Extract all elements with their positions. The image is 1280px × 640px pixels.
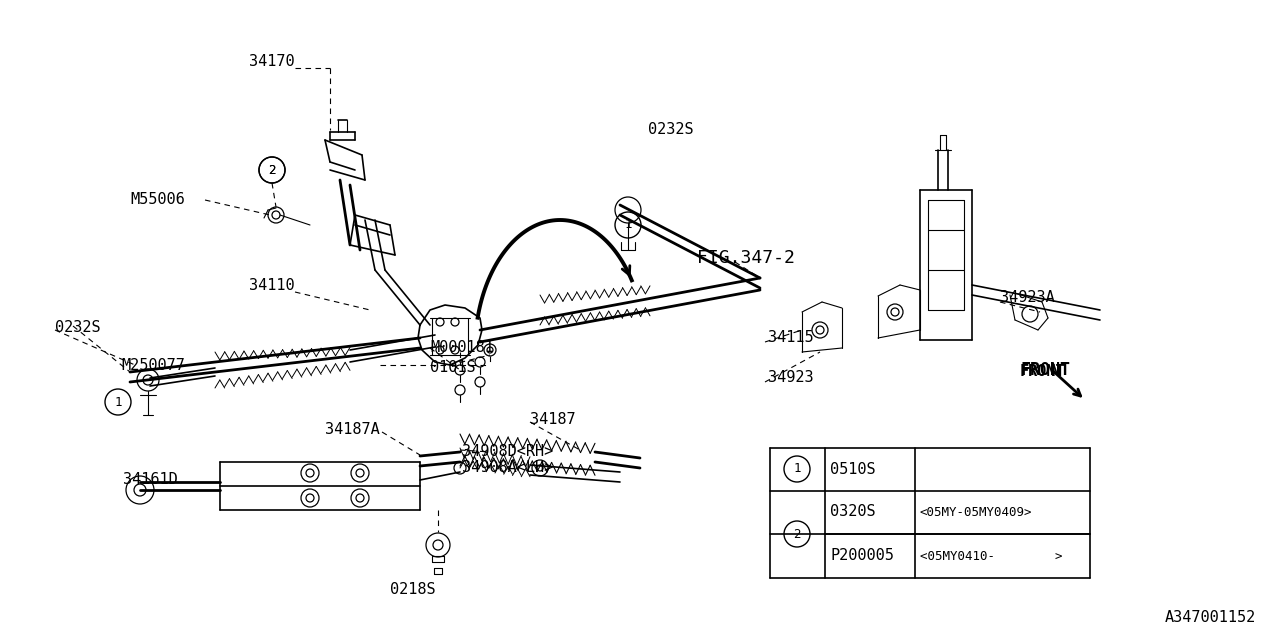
Text: M000181: M000181 — [430, 340, 494, 355]
Text: 2: 2 — [269, 163, 275, 177]
Text: 0232S: 0232S — [648, 122, 694, 138]
Text: 34923: 34923 — [768, 371, 814, 385]
Text: A347001152: A347001152 — [1165, 611, 1256, 625]
Text: <05MY0410-        >: <05MY0410- > — [920, 550, 1062, 563]
Text: M250077: M250077 — [122, 358, 186, 372]
Text: 0510S: 0510S — [829, 461, 876, 477]
Text: 2: 2 — [794, 527, 801, 541]
Text: 34908A<LH>: 34908A<LH> — [462, 461, 553, 476]
Text: 1: 1 — [114, 396, 122, 408]
Text: 1: 1 — [625, 218, 632, 232]
Text: 0218S: 0218S — [390, 582, 435, 598]
Text: 34161D: 34161D — [123, 472, 178, 488]
Text: FIG.347-2: FIG.347-2 — [698, 249, 795, 267]
Text: FRONT: FRONT — [1020, 365, 1066, 380]
Text: P200005: P200005 — [829, 548, 893, 563]
Text: M55006: M55006 — [131, 193, 186, 207]
Text: 0232S: 0232S — [55, 319, 101, 335]
Text: 1: 1 — [794, 463, 801, 476]
Text: FRONT: FRONT — [1020, 361, 1070, 379]
Text: 0320S: 0320S — [829, 504, 876, 520]
Text: 0101S: 0101S — [430, 360, 476, 376]
Text: 34187A: 34187A — [325, 422, 380, 438]
Text: 34187: 34187 — [530, 413, 576, 428]
Text: 34923A: 34923A — [1000, 291, 1055, 305]
Text: 34115: 34115 — [768, 330, 814, 346]
Text: 34110: 34110 — [250, 278, 294, 292]
Text: 34908D<RH>: 34908D<RH> — [462, 445, 553, 460]
Text: <05MY-05MY0409>: <05MY-05MY0409> — [920, 506, 1033, 518]
Text: 34170: 34170 — [250, 54, 294, 70]
Text: 2: 2 — [269, 163, 275, 177]
